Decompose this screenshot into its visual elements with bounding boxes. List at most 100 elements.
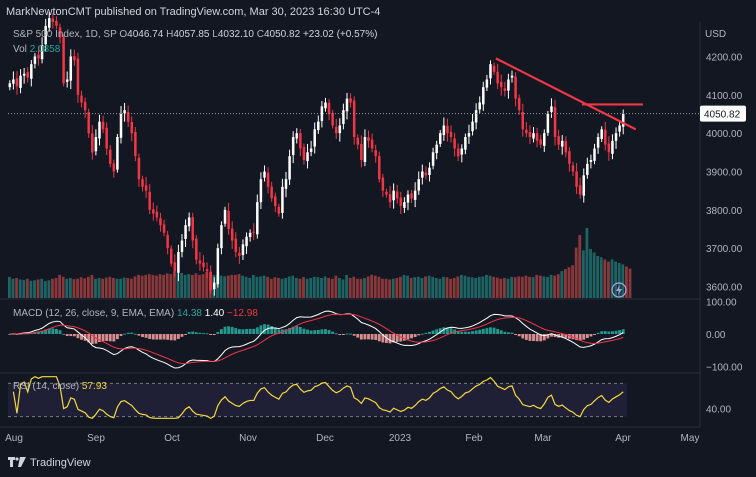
volume-bar <box>589 249 592 298</box>
volume-bar <box>262 275 266 298</box>
candle-body <box>317 121 320 131</box>
volume-bar <box>424 276 427 298</box>
macd-histogram-bar <box>377 334 381 342</box>
volume-bar <box>291 275 295 298</box>
candle-body <box>159 218 162 226</box>
candle-body <box>191 217 194 241</box>
volume-bar <box>65 278 69 298</box>
macd-legend: MACD (12, 26, close, 9, EMA, EMA) 14.38 … <box>13 308 258 319</box>
volume-bar <box>180 272 183 298</box>
macd-histogram-bar <box>141 334 144 338</box>
x-axis-label: Mar <box>534 433 552 444</box>
volume-bar <box>305 278 309 298</box>
volume-bar <box>15 277 18 298</box>
candle-body <box>614 133 618 141</box>
macd-histogram-bar <box>159 334 162 340</box>
volume-bar <box>101 278 105 298</box>
x-axis-label: Sep <box>87 433 105 444</box>
candle-body <box>173 262 177 272</box>
candle-body <box>557 136 560 145</box>
macd-histogram-bar <box>277 329 281 334</box>
macd-histogram-bar <box>76 334 80 339</box>
candle-body <box>342 110 345 124</box>
candle-body <box>65 79 69 82</box>
candle-body <box>83 101 87 111</box>
volume-bar <box>223 276 227 298</box>
volume-bar <box>294 277 298 298</box>
volume-bar <box>309 277 313 298</box>
candle-body <box>474 110 478 123</box>
candle-body <box>607 143 611 153</box>
macd-histogram-bar <box>367 334 370 340</box>
candle-body <box>238 252 241 256</box>
candle-body <box>431 152 435 166</box>
volume-bar <box>158 274 162 298</box>
macd-histogram-bar <box>463 331 467 334</box>
candle-body <box>101 121 105 130</box>
volume-bar <box>524 275 528 298</box>
macd-histogram-bar <box>585 334 589 339</box>
candle-body <box>169 248 173 264</box>
volume-bar <box>251 274 255 298</box>
volume-bar <box>449 278 453 298</box>
close-label: C <box>256 29 264 40</box>
macd-histogram-bar <box>596 332 600 334</box>
volume-bar <box>355 278 359 298</box>
candle-body <box>442 125 446 136</box>
macd-histogram-bar <box>62 333 66 335</box>
candle-body <box>424 172 428 176</box>
macd-histogram-bar <box>406 334 410 340</box>
volume-bar <box>359 278 363 298</box>
candle-body <box>19 75 22 88</box>
rsi-value: 57.93 <box>81 381 107 392</box>
candle-body <box>496 71 499 84</box>
candle-body <box>76 58 80 95</box>
volume-bar <box>513 277 517 298</box>
volume-bar <box>456 276 460 298</box>
lightning-icon[interactable] <box>616 285 622 295</box>
volume-bar <box>495 277 499 298</box>
candle-body <box>385 191 388 195</box>
candle-body <box>374 150 377 157</box>
volume-bar <box>488 275 492 298</box>
candle-body <box>134 132 137 157</box>
volume-bar <box>574 247 578 298</box>
candle-body <box>535 133 539 141</box>
last-price-label: 4050.82 <box>704 110 741 121</box>
candle-body <box>30 64 33 79</box>
candle-body <box>220 225 223 249</box>
macd-histogram-bar <box>374 334 378 341</box>
volume-bar <box>108 276 112 298</box>
volume-bar <box>373 275 377 298</box>
candle-body <box>180 240 184 252</box>
macd-histogram-bar <box>542 334 546 341</box>
volume-bar <box>104 277 108 298</box>
macd-histogram-value: 14.38 <box>176 308 202 319</box>
candle-body <box>403 202 406 208</box>
candle-body <box>492 65 496 72</box>
x-axis-label: Feb <box>465 433 483 444</box>
volume-bar <box>377 276 381 298</box>
macd-histogram-bar <box>37 331 40 334</box>
candle-body <box>352 100 356 137</box>
candle-body <box>464 137 467 150</box>
volume-bar <box>481 276 485 298</box>
macd-histogram-bar <box>550 334 553 337</box>
volume-bar <box>97 277 101 298</box>
candle-body <box>600 129 603 139</box>
candle-body <box>234 238 238 252</box>
macd-line-value: 1.40 <box>204 308 225 319</box>
volume-bar <box>366 276 370 298</box>
x-axis-label: May <box>681 433 700 444</box>
volume-bar <box>546 276 549 298</box>
volume-bar <box>381 278 384 298</box>
macd-histogram-bar <box>298 327 302 334</box>
candle-body <box>517 97 521 111</box>
candle-body <box>205 269 209 272</box>
candle-body <box>73 56 76 61</box>
macd-histogram-bar <box>589 334 593 337</box>
macd-histogram-bar <box>155 334 159 340</box>
candle-body <box>288 156 291 180</box>
volume-bar <box>542 276 546 298</box>
